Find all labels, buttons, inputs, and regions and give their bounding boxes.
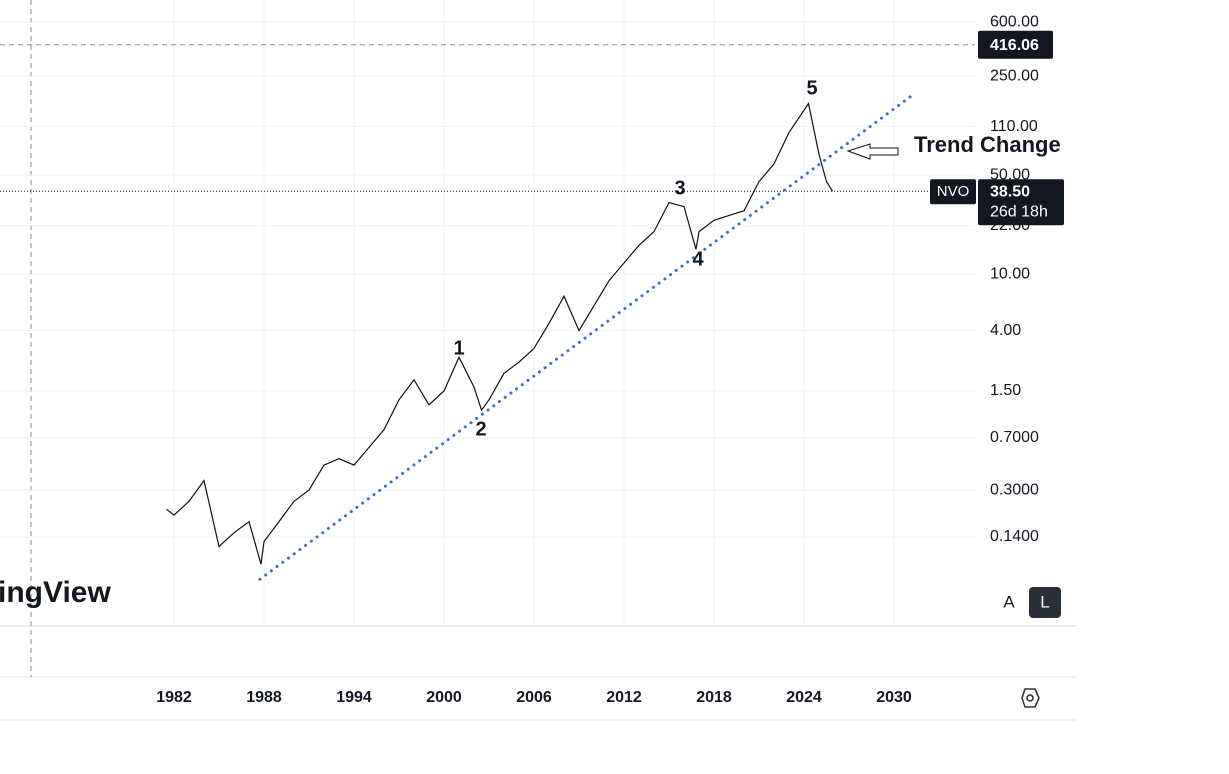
wave-label: 5 — [806, 77, 817, 99]
y-tick-label: 10.00 — [990, 265, 1030, 282]
wave-label: 4 — [692, 248, 704, 270]
countdown-label: 26d 18h — [990, 203, 1048, 220]
y-tick-label: 1.50 — [990, 382, 1021, 399]
button-label: L — [1040, 592, 1049, 611]
y-tick-label: 110.00 — [990, 118, 1038, 135]
x-tick-label: 2030 — [876, 689, 912, 706]
y-tick-label: 0.1400 — [990, 528, 1039, 545]
y-tick-label: 250.00 — [990, 67, 1039, 84]
price-line — [166, 101, 834, 565]
y-tick-label: 600.00 — [990, 13, 1039, 30]
x-tick-label: 1994 — [336, 689, 372, 706]
scale-button[interactable]: A — [993, 587, 1025, 618]
annotation-text: Trend Change — [914, 132, 1061, 157]
watermark: ingView — [0, 576, 111, 609]
x-tick-label: 2018 — [696, 689, 732, 706]
button-bg — [993, 587, 1025, 618]
x-tick-label: 2012 — [606, 689, 642, 706]
y-tick-label: 4.00 — [990, 322, 1021, 339]
button-label: A — [1003, 592, 1015, 611]
y-tick-label: 0.3000 — [990, 481, 1039, 498]
marks — [0, 44, 975, 581]
settings-icon[interactable] — [1021, 688, 1040, 708]
x-tick-label: 1988 — [246, 689, 282, 706]
labels: 1982 1988 1994 2000 2006 2012 2018 2024 2030 600.… — [0, 13, 1064, 706]
last-price-label: 38.50 — [990, 183, 1030, 200]
y-tick-label: 0.7000 — [990, 429, 1039, 446]
x-tick-label: 2024 — [786, 689, 822, 706]
scale-button[interactable]: L — [1029, 587, 1061, 618]
symbol-label: NVO — [937, 183, 970, 200]
hexagon-hole — [1026, 694, 1034, 702]
x-tick-label: 2000 — [426, 689, 462, 706]
trend-line — [258, 95, 912, 581]
wave-label: 3 — [674, 177, 685, 199]
annotation-arrow — [846, 143, 899, 160]
wave-label: 2 — [475, 418, 486, 440]
last-price-tag — [978, 179, 1064, 226]
symbol-tag — [930, 179, 976, 205]
y-tick-label: 50.00 — [990, 166, 1030, 183]
button-bg — [1029, 587, 1061, 618]
x-tick-label: 2006 — [516, 689, 552, 706]
wave-label: 1 — [453, 337, 464, 359]
crosshair-price-label: 416.06 — [990, 37, 1039, 54]
hexagon — [1021, 688, 1040, 708]
grid — [0, 0, 975, 626]
x-tick-label: 1982 — [156, 689, 192, 706]
crosshair-price-tag — [978, 30, 1053, 59]
